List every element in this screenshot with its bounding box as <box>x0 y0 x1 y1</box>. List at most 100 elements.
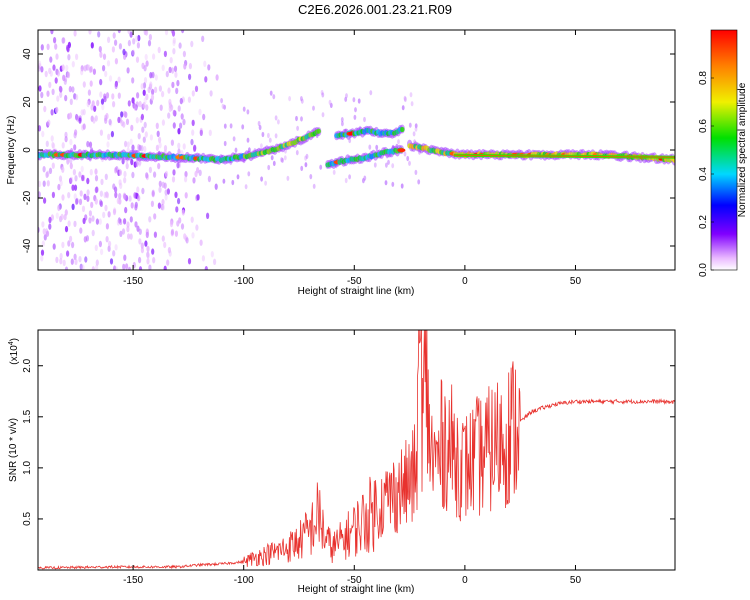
noise-blob <box>99 91 103 98</box>
noise-blob <box>215 74 219 81</box>
noise-blob <box>208 129 212 136</box>
noise-blob <box>42 228 46 235</box>
noise-blob <box>86 100 90 108</box>
noise-blob <box>51 162 55 169</box>
noise-blob <box>125 162 129 170</box>
noise-blob <box>138 256 142 264</box>
noise-blob <box>131 144 135 151</box>
snr-frame <box>37 329 676 571</box>
noise-blob <box>172 37 176 44</box>
noise-blob <box>166 259 170 266</box>
noise-blob <box>274 115 278 121</box>
noise-blob <box>155 122 159 129</box>
noise-blob <box>288 96 291 102</box>
noise-blob <box>38 125 42 132</box>
noise-blob <box>149 81 153 88</box>
noise-blob <box>344 96 348 102</box>
noise-blob <box>114 39 118 46</box>
noise-blob <box>140 113 144 121</box>
noise-blob <box>59 252 63 260</box>
noise-blob <box>182 143 186 150</box>
noise-blob <box>133 192 137 199</box>
noise-blob <box>280 157 283 163</box>
noise-blob <box>59 91 63 98</box>
noise-blob <box>111 46 115 53</box>
noise-blob <box>118 193 122 200</box>
noise-blob <box>404 96 407 103</box>
noise-blob <box>117 76 121 83</box>
noise-blob <box>57 183 61 191</box>
noise-blob <box>129 138 133 145</box>
noise-blob <box>114 82 118 90</box>
noise-blob <box>403 151 407 157</box>
noise-blob <box>133 104 137 111</box>
noise-blob <box>146 252 150 259</box>
y-tick-label: -20 <box>22 190 33 205</box>
colorbar-tick-label: 0.6 <box>698 119 709 133</box>
noise-blob <box>79 190 83 197</box>
noise-blob <box>397 139 400 145</box>
noise-blob <box>40 249 45 256</box>
noise-blob <box>182 50 186 58</box>
noise-blob <box>140 242 144 249</box>
noise-blob <box>69 98 73 106</box>
noise-blob <box>86 140 90 148</box>
noise-blob <box>179 122 183 129</box>
spectrogram-axes: -150 -100 -50 0 50 -40 -20 0 20 40 <box>22 30 675 287</box>
noise-blob <box>73 30 77 37</box>
noise-blob <box>140 83 144 90</box>
snr-scale-label: (x104) <box>8 338 20 365</box>
noise-blob <box>107 36 111 43</box>
noise-blob <box>82 217 86 225</box>
colorbar-axes: 0.0 0.2 0.4 0.6 0.8 <box>698 71 714 277</box>
noise-blob <box>150 94 155 101</box>
noise-blob <box>147 86 151 94</box>
noise-blob <box>64 94 68 102</box>
noise-blob <box>158 142 162 149</box>
noise-blob <box>406 155 410 162</box>
noise-blob <box>71 184 75 191</box>
noise-blob <box>137 133 141 140</box>
noise-blob <box>129 31 133 38</box>
noise-blob <box>387 159 390 165</box>
noise-blob <box>123 193 127 200</box>
noise-blob <box>260 143 263 149</box>
noise-blob <box>201 35 205 42</box>
noise-blob <box>83 193 87 200</box>
noise-blob <box>229 123 233 129</box>
noise-blob <box>286 175 290 181</box>
noise-blob <box>89 65 93 73</box>
x-tick-label: -100 <box>234 575 254 586</box>
colorbar-tick-label: 0.0 <box>698 263 709 277</box>
noise-blob <box>184 192 188 199</box>
noise-blob <box>40 66 44 73</box>
noise-blob <box>67 240 71 247</box>
noise-blob <box>54 77 58 84</box>
noise-blob <box>135 35 139 42</box>
noise-blob <box>146 245 150 253</box>
noise-blob <box>61 241 65 249</box>
tail-core-line <box>453 154 675 158</box>
noise-blob <box>117 217 121 224</box>
noise-blob <box>88 141 93 148</box>
noise-blob <box>169 57 173 64</box>
noise-blob <box>207 64 211 71</box>
noise-blob <box>79 227 83 234</box>
noise-blob <box>61 166 65 173</box>
noise-blob <box>99 78 103 86</box>
noise-blob <box>257 120 261 127</box>
noise-blob <box>117 92 121 99</box>
noise-blob <box>60 213 64 221</box>
noise-blob <box>125 263 129 270</box>
noise-blob <box>312 105 315 111</box>
snr-x-axis-label: Height of straight line (km) <box>298 584 415 595</box>
noise-blob <box>161 204 165 211</box>
noise-blob <box>391 181 395 187</box>
noise-blob <box>80 65 84 72</box>
noise-blob <box>49 56 53 63</box>
noise-blob <box>62 74 66 82</box>
noise-blob <box>155 144 159 152</box>
noise-blob <box>281 157 284 163</box>
noise-blob <box>121 228 126 235</box>
noise-blob <box>344 177 348 184</box>
